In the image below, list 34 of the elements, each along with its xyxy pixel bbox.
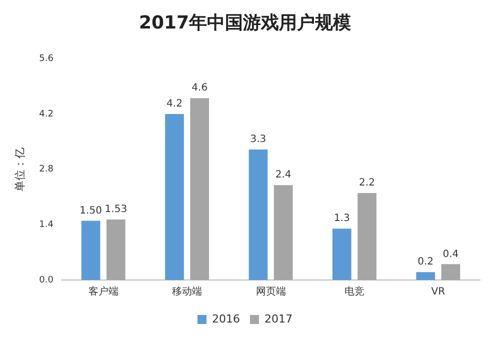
bar xyxy=(416,272,436,280)
bar xyxy=(106,220,126,280)
bar xyxy=(190,98,210,280)
bar xyxy=(81,220,100,280)
data-label: 0.2 xyxy=(418,256,434,268)
y-tick-label: 5.6 xyxy=(39,54,54,64)
x-tick-label: 客户端 xyxy=(88,286,118,298)
data-label: 2.4 xyxy=(275,170,292,181)
bar xyxy=(358,193,376,280)
legend-label: 2016 xyxy=(212,312,240,326)
y-tick-label: 2.8 xyxy=(39,164,54,175)
y-tick-label: 4.2 xyxy=(39,109,54,120)
chart-title: 2017年中国游戏用户规模 xyxy=(138,12,352,34)
x-tick-label: 电竞 xyxy=(344,286,364,298)
x-tick-label: VR xyxy=(431,286,446,298)
bar xyxy=(332,228,352,280)
data-label: 4.2 xyxy=(166,98,182,110)
y-tick-label: 0.0 xyxy=(39,275,54,286)
bar xyxy=(165,114,184,280)
data-label: 1.3 xyxy=(334,213,350,224)
data-label: 4.6 xyxy=(192,82,208,94)
data-label: 1.53 xyxy=(104,204,128,216)
bar xyxy=(441,264,460,280)
x-tick-label: 移动端 xyxy=(172,286,202,298)
bar xyxy=(274,185,293,280)
y-axis-title: 单位：亿 xyxy=(13,147,26,192)
y-tick-label: 1.4 xyxy=(39,220,54,230)
data-label: 0.4 xyxy=(442,248,459,260)
data-label: 1.50 xyxy=(80,205,102,216)
data-label: 3.3 xyxy=(250,134,266,146)
data-label: 2.2 xyxy=(359,178,375,189)
x-tick-label: 网页端 xyxy=(256,286,286,298)
bar xyxy=(248,150,268,280)
legend-label: 2017 xyxy=(264,312,292,326)
